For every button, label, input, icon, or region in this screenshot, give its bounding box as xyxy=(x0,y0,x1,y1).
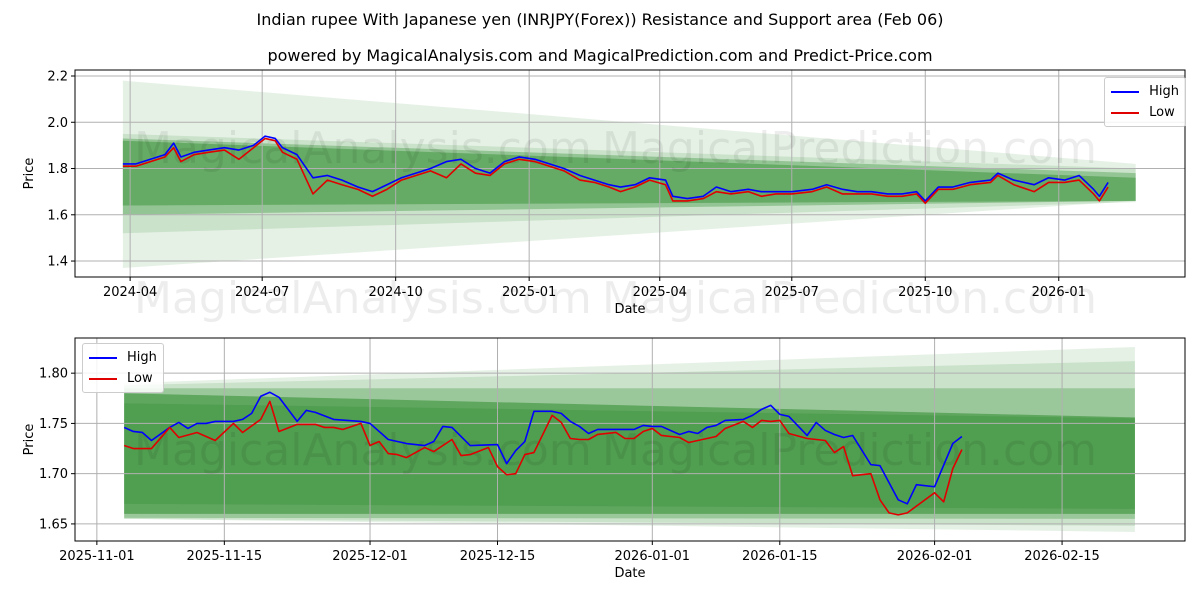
low-price-line xyxy=(123,400,963,516)
resistance-support-band xyxy=(122,80,1136,268)
x-tick-label: 2024-04 xyxy=(103,285,157,300)
x-tick-label: 2025-07 xyxy=(765,285,819,300)
x-axis-label: Date xyxy=(614,566,645,581)
x-tick-label: 2024-07 xyxy=(235,285,289,300)
x-tick-label: 2025-11-01 xyxy=(59,549,135,564)
full-history-chart: 2024-04 2024-07 2024-10 2025-01 2025-04 2025-… xyxy=(22,69,1186,324)
x-tick-label: 2025-12-15 xyxy=(460,549,536,564)
high-line-swatch xyxy=(89,356,117,359)
chart-subtitle: powered by MagicalAnalysis.com and Magic… xyxy=(267,46,933,65)
y-axis-label: Price xyxy=(22,158,37,190)
axes-frame xyxy=(74,69,1186,278)
legend-label: High xyxy=(127,350,157,365)
low-line-swatch xyxy=(89,377,117,380)
y-tick-label: 1.70 xyxy=(39,467,68,482)
x-tick-label: 2024-10 xyxy=(369,285,423,300)
watermark-text: MagicalAnalysis.com xyxy=(134,425,592,476)
watermark-text: MagicalPrediction.com xyxy=(602,123,1097,174)
x-tick-label: 2026-01-15 xyxy=(742,549,818,564)
y-tick-label: 1.8 xyxy=(47,162,68,177)
watermark-text: MagicalPrediction.com xyxy=(602,273,1097,324)
high-line-swatch xyxy=(1111,90,1140,93)
y-tick-label: 1.65 xyxy=(39,517,68,532)
legend-entry-high: High xyxy=(89,347,157,368)
x-tick-label: 2025-01 xyxy=(502,285,556,300)
resistance-support-band xyxy=(122,133,1136,234)
x-tick-label: 2026-01-01 xyxy=(615,549,691,564)
y-tick-label: 2.2 xyxy=(47,70,68,85)
legend-bottom: High Low xyxy=(82,343,164,393)
recent-chart: 2025-11-01 2025-11-15 2025-12-01 2025-12-15… xyxy=(22,337,1186,581)
axes-frame xyxy=(74,337,1186,542)
legend-entry-high: High xyxy=(1111,81,1179,102)
high-price-line xyxy=(123,391,963,505)
watermark-text: MagicalAnalysis.com xyxy=(134,273,592,324)
high-price-line xyxy=(122,135,1109,202)
y-tick-label: 1.4 xyxy=(47,255,68,270)
x-tick-label: 2026-01 xyxy=(1032,285,1086,300)
x-tick-label: 2025-12-01 xyxy=(332,549,408,564)
legend-label: Low xyxy=(1149,105,1175,120)
watermark-text: MagicalAnalysis.com xyxy=(134,123,592,174)
x-axis-label: Date xyxy=(614,302,645,317)
chart-title: Indian rupee With Japanese yen (INRJPY(F… xyxy=(256,10,944,29)
y-tick-label: 2.0 xyxy=(47,116,68,131)
x-tick-label: 2026-02-15 xyxy=(1024,549,1100,564)
legend-label: High xyxy=(1149,84,1179,99)
x-tick-label: 2026-02-01 xyxy=(897,549,973,564)
low-line-swatch xyxy=(1111,111,1140,114)
legend-entry-low: Low xyxy=(89,368,157,389)
y-tick-label: 1.75 xyxy=(39,417,68,432)
y-tick-label: 1.80 xyxy=(39,367,68,382)
x-tick-label: 2025-11-15 xyxy=(187,549,263,564)
x-tick-label: 2025-04 xyxy=(633,285,687,300)
y-tick-label: 1.6 xyxy=(47,208,68,223)
x-tick-label: 2025-10 xyxy=(898,285,952,300)
y-axis-label: Price xyxy=(22,424,37,456)
low-price-line xyxy=(122,137,1109,205)
legend-label: Low xyxy=(127,371,153,386)
legend-top: High Low xyxy=(1104,77,1186,127)
legend-entry-low: Low xyxy=(1111,102,1179,123)
